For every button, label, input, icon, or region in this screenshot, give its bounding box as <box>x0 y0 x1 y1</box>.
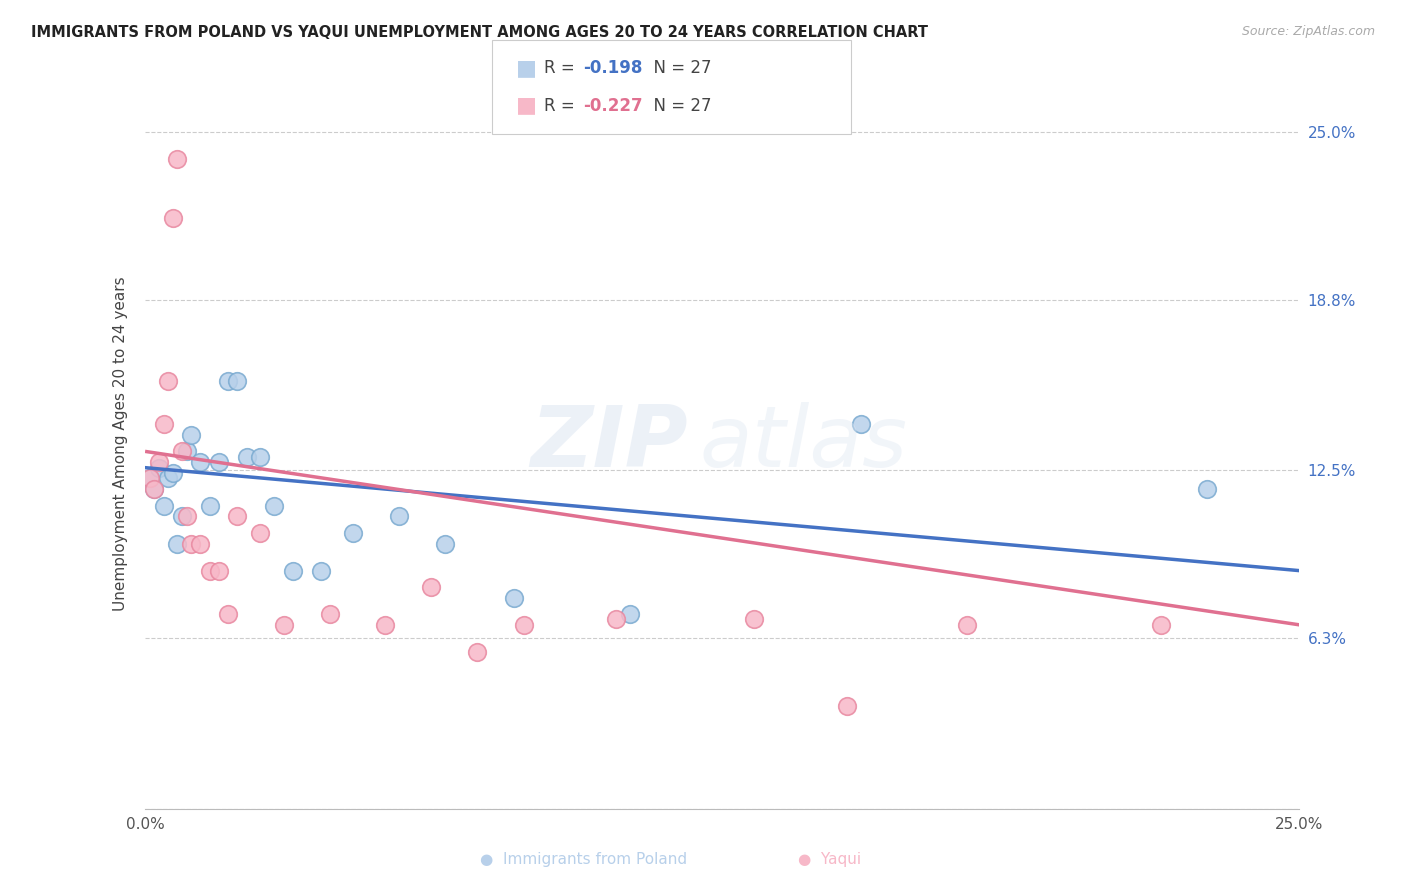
Text: IMMIGRANTS FROM POLAND VS YAQUI UNEMPLOYMENT AMONG AGES 20 TO 24 YEARS CORRELATI: IMMIGRANTS FROM POLAND VS YAQUI UNEMPLOY… <box>31 25 928 40</box>
Point <box>217 607 239 621</box>
Point <box>619 607 641 621</box>
Text: Source: ZipAtlas.com: Source: ZipAtlas.com <box>1241 25 1375 38</box>
Point <box>143 483 166 497</box>
Point <box>956 617 979 632</box>
Point <box>162 211 184 226</box>
Text: ■: ■ <box>516 58 537 78</box>
Point <box>273 617 295 632</box>
Point <box>152 417 174 432</box>
Point <box>1195 483 1218 497</box>
Point <box>420 580 443 594</box>
Point <box>342 525 364 540</box>
Point <box>152 499 174 513</box>
Point <box>744 612 766 626</box>
Point <box>198 499 221 513</box>
Text: ■: ■ <box>516 95 537 116</box>
Point <box>249 525 271 540</box>
Text: R =: R = <box>544 60 581 78</box>
Point <box>388 509 411 524</box>
Text: ZIP: ZIP <box>530 401 688 484</box>
Point <box>226 509 249 524</box>
Point <box>503 591 526 605</box>
Point <box>605 612 627 626</box>
Point <box>190 536 212 550</box>
Point <box>249 450 271 464</box>
Point <box>434 536 457 550</box>
Point <box>138 471 160 485</box>
Point <box>190 455 212 469</box>
Point <box>162 466 184 480</box>
Point <box>849 417 872 432</box>
Point <box>319 607 342 621</box>
Point <box>263 499 285 513</box>
Point <box>512 617 534 632</box>
Point <box>1150 617 1173 632</box>
Point <box>138 471 160 485</box>
Point <box>217 374 239 388</box>
Point <box>235 450 257 464</box>
Point <box>180 428 202 442</box>
Text: ●  Immigrants from Poland: ● Immigrants from Poland <box>479 852 688 867</box>
Point <box>208 564 231 578</box>
Point <box>309 564 332 578</box>
Text: N = 27: N = 27 <box>643 60 711 78</box>
Text: -0.227: -0.227 <box>583 96 643 114</box>
Point <box>208 455 231 469</box>
Point <box>157 471 180 485</box>
Text: -0.198: -0.198 <box>583 60 643 78</box>
Text: atlas: atlas <box>699 401 907 484</box>
Point <box>180 536 202 550</box>
Point <box>467 645 489 659</box>
Point <box>143 483 166 497</box>
Point <box>281 564 304 578</box>
Point <box>226 374 249 388</box>
Point <box>148 460 170 475</box>
Point <box>166 536 188 550</box>
Point <box>176 444 198 458</box>
Point <box>148 455 170 469</box>
Point <box>835 699 858 714</box>
Y-axis label: Unemployment Among Ages 20 to 24 years: Unemployment Among Ages 20 to 24 years <box>114 276 128 610</box>
Point <box>176 509 198 524</box>
Point <box>170 444 193 458</box>
Text: ●  Yaqui: ● Yaqui <box>799 852 860 867</box>
Point <box>170 509 193 524</box>
Point <box>198 564 221 578</box>
Text: R =: R = <box>544 96 581 114</box>
Point <box>166 152 188 166</box>
Text: N = 27: N = 27 <box>643 96 711 114</box>
Point <box>374 617 396 632</box>
Point <box>157 374 180 388</box>
